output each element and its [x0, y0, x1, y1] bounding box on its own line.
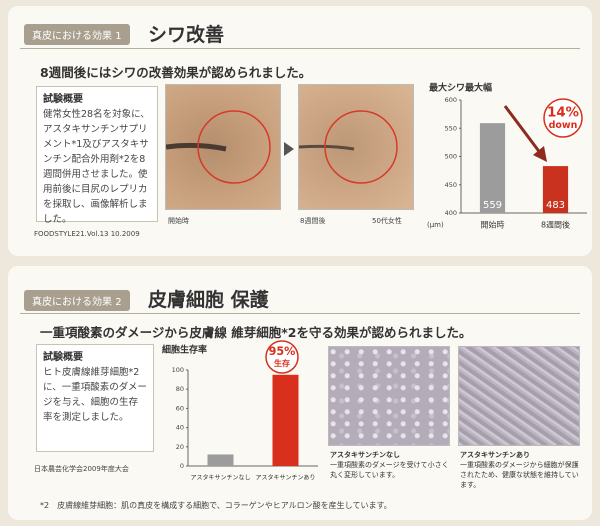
y-tick-label: 60 — [176, 404, 184, 412]
arrow — [284, 142, 294, 156]
y-tick-label: 100 — [172, 366, 184, 374]
photo-overlay — [298, 110, 398, 184]
tag-text: 真皮における効果 — [32, 31, 112, 42]
summary-box: 試験概要ヒト皮膚線維芽細胞*2に、一重項酸素のダメージを与え、細胞の生存率を測定… — [36, 344, 154, 452]
summary-text: ヒト皮膚線維芽細胞*2に、一重項酸素のダメージを与え、細胞の生存率を測定しました… — [43, 367, 147, 423]
tag-number: 1 — [115, 31, 122, 42]
x-tick-label: 8週間後 — [541, 220, 570, 230]
x-tick-label: アスタキサンチンなし — [190, 474, 250, 482]
photo — [458, 346, 580, 446]
chart: 最大シワ最大幅 400 450 500 550 600 (μm) 開始時 559 8週間後 483 1… — [427, 82, 587, 230]
x-tick-label: アスタキサンチンあり — [255, 474, 315, 482]
badge-text: down — [549, 120, 578, 131]
highlight-circle — [197, 110, 271, 184]
caption-title: アスタキサンチンあり — [460, 451, 530, 459]
photo-caption: 50代女性 — [372, 217, 402, 225]
section-tag: 真皮における効果 1 — [24, 24, 130, 45]
badge — [543, 98, 583, 138]
rule — [20, 48, 580, 49]
trend-arrow — [503, 105, 543, 155]
footnote: *2 皮膚線維芽細胞：肌の真皮を構成する細胞で、コラーゲンやヒアルロン酸を産生し… — [40, 501, 392, 510]
photo-caption: 開始時 — [168, 217, 189, 225]
bar — [479, 123, 506, 213]
chart-title: 最大シワ最大幅 — [429, 82, 492, 94]
headline: 一重項酸素のダメージから皮膚線 維芽細胞*2を守る効果が認められました。 — [40, 325, 472, 340]
photo — [328, 346, 450, 446]
bar — [272, 374, 299, 466]
y-tick-label: 550 — [445, 124, 457, 132]
wrinkle — [298, 144, 355, 151]
caption-text: 一重項酸素のダメージから細胞が保護されたため、健康な状態を維持しています。 — [460, 461, 579, 489]
caption-title: アスタキサンチンなし — [330, 451, 400, 459]
y-tick-label: 0 — [180, 462, 184, 470]
y-unit: (μm) — [427, 221, 444, 229]
source: FOODSTYLE21.Vol.13 10.2009 — [34, 230, 140, 238]
badge-text: 95% — [269, 345, 296, 358]
summary-title: 試験概要 — [43, 352, 83, 363]
x-tick-label: 開始時 — [481, 220, 505, 230]
badge — [265, 340, 299, 374]
tag-number: 2 — [115, 297, 122, 308]
section-title: 皮膚細胞 保護 — [148, 289, 269, 311]
badge-text: 14% — [547, 105, 579, 120]
y-tick-label: 400 — [445, 209, 457, 217]
summary-title: 試験概要 — [43, 94, 83, 105]
section-tag: 真皮における効果 2 — [24, 290, 130, 311]
photo-caption: アスタキサンチンあり一重項酸素のダメージから細胞が保護されたため、健康な状態を維… — [460, 450, 582, 490]
y-tick-label: 600 — [445, 96, 457, 104]
value-label: 559 — [483, 200, 502, 211]
chart: 細胞生存率 0 20 40 60 80 100 アスタキサンチンなし アスタキサンチンあり 95%… — [162, 340, 318, 482]
y-tick-label: 80 — [176, 385, 184, 393]
headline: 8週間後にはシワの改善効果が認められました。 — [40, 65, 312, 80]
badge-text: 生存 — [274, 358, 290, 368]
tag-text: 真皮における効果 — [32, 297, 112, 308]
highlight-circle — [324, 110, 398, 184]
caption-text: 一重項酸素のダメージを受けて小さく丸く変形しています。 — [330, 461, 449, 479]
photo — [298, 84, 414, 210]
rule — [20, 313, 580, 314]
photo — [165, 84, 281, 210]
section-title: シワ改善 — [148, 24, 225, 46]
y-tick-label: 40 — [176, 424, 184, 432]
bar — [207, 454, 234, 466]
wrinkle — [165, 142, 227, 152]
arrow-head — [533, 146, 547, 162]
photo-caption: 8週間後 — [300, 217, 326, 225]
bar — [542, 166, 569, 213]
photo-overlay — [165, 110, 271, 184]
source: 日本農芸化学会2009年度大会 — [34, 465, 129, 473]
photo-caption: アスタキサンチンなし一重項酸素のダメージを受けて小さく丸く変形しています。 — [330, 450, 452, 480]
summary-text: 健常女性28名を対象に、アスタキサンチンサプリメント*1及びアスタキサンチン配合… — [43, 109, 150, 225]
value-label: 483 — [546, 200, 565, 211]
chart-title: 細胞生存率 — [162, 344, 207, 356]
y-tick-label: 450 — [445, 181, 457, 189]
summary-box: 試験概要健常女性28名を対象に、アスタキサンチンサプリメント*1及びアスタキサン… — [36, 86, 158, 225]
y-tick-label: 500 — [445, 153, 457, 161]
y-tick-label: 20 — [176, 443, 184, 451]
